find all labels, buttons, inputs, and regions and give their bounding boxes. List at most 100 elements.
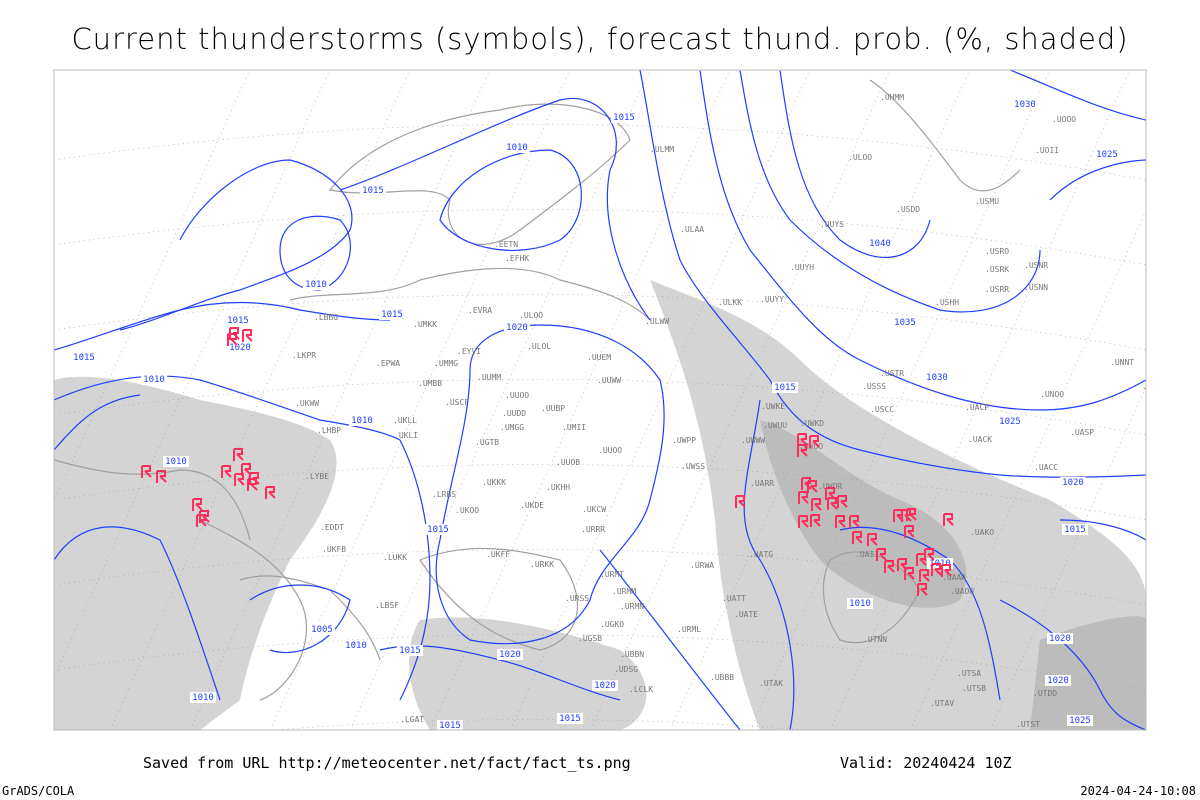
station-label: .UACP: [965, 403, 989, 412]
station-label: .ULWW: [645, 317, 669, 326]
isobar-label: 1010: [143, 375, 165, 385]
station-label: .LHBP: [317, 426, 341, 435]
isobar-label: 1010: [506, 143, 528, 153]
meridian-line: [429, 70, 731, 730]
probability-shade-area: [409, 617, 647, 730]
thunderstorm-icon: [798, 491, 809, 504]
isobar-label: 1010: [165, 457, 187, 467]
isobar-label-bg: [1094, 149, 1120, 160]
thunderstorm-icon: [876, 548, 887, 561]
meridian-line: [54, 70, 331, 678]
isobar-label: 1015: [399, 646, 421, 656]
thunderstorm-icon: [156, 470, 167, 483]
isobar-label-bg: [1045, 675, 1071, 686]
coastline: [419, 547, 578, 651]
thunderstorm-icon: [941, 564, 952, 577]
isobar-label: 1040: [869, 239, 891, 249]
thunderstorm-icon: [141, 465, 152, 478]
isobar-label-bg: [867, 238, 893, 249]
station-label: .EPWA: [376, 359, 400, 368]
station-label: .UGSB: [578, 634, 602, 643]
isobar-line: [249, 584, 351, 654]
station-label: .UUWW: [597, 376, 621, 385]
isobar-label-bg: [504, 322, 530, 333]
station-label: .URSS: [565, 594, 589, 603]
saved-from-url: Saved from URL http://meteocenter.net/fa…: [143, 754, 631, 772]
meridian-line: [989, 386, 1146, 730]
thunderstorm-icon: [837, 495, 848, 508]
isobar-label: 1015: [73, 353, 95, 363]
station-label: .EFHK: [505, 254, 529, 263]
station-label: .UACC: [1034, 463, 1058, 472]
station-label: .UWOO: [799, 442, 823, 451]
station-label: .UAKO: [970, 528, 994, 537]
station-label: .UTST: [1016, 720, 1040, 729]
coastline: [328, 103, 631, 246]
station-label: .URMN: [620, 602, 644, 611]
station-label: .UTDD: [1033, 689, 1057, 698]
station-label: .UTAK: [759, 679, 783, 688]
meridian-line: [189, 70, 491, 730]
station-label: .URWA: [690, 561, 714, 570]
isobar-label-bg: [772, 382, 798, 393]
isobar-label: 1010: [351, 416, 373, 426]
isobar-label: 1025: [1096, 150, 1118, 160]
isobar-label: 1015: [774, 383, 796, 393]
station-label: .UTSB: [962, 684, 986, 693]
station-label: .UWOR: [818, 482, 842, 491]
station-label: .UUBP: [541, 404, 565, 413]
station-label: .UDSG: [614, 665, 638, 674]
station-label: .UWKE: [761, 402, 785, 411]
isobar-label-bg: [303, 279, 329, 290]
software-credit: GrADS/COLA: [2, 784, 75, 798]
station-label: .UACK: [968, 435, 992, 444]
station-label: .EYVI: [457, 347, 481, 356]
thunderstorm-icon: [735, 495, 746, 508]
thunderstorm-icon: [234, 473, 245, 486]
thunderstorm-icon: [919, 569, 930, 582]
station-label: .UAII: [855, 550, 879, 559]
isobar-label-bg: [225, 315, 251, 326]
station-label: .LKPR: [292, 351, 316, 360]
isobar-line: [1059, 519, 1146, 541]
station-label: .UUOO: [505, 391, 529, 400]
station-label: .UOII: [1035, 146, 1059, 155]
station-label: .LGAT: [400, 715, 424, 724]
isobar-label: 1020: [499, 650, 521, 660]
isobar-label-bg: [437, 720, 463, 730]
thunderstorm-icon: [810, 514, 821, 527]
isobar-label-bg: [343, 640, 369, 651]
isobar-label-bg: [504, 142, 530, 153]
station-label: .UGTB: [475, 438, 499, 447]
station-label: .UKWW: [295, 399, 319, 408]
station-label: .UARR: [750, 479, 774, 488]
station-label: .UUYH: [790, 263, 814, 272]
meridian-line: [349, 70, 651, 730]
isobar-line: [439, 149, 582, 251]
station-label: .UNOO: [1040, 390, 1064, 399]
station-label: .USSS: [862, 382, 886, 391]
isobar-line: [54, 526, 221, 701]
isobar-label: 1005: [311, 625, 333, 635]
thunderstorm-icon: [917, 583, 928, 596]
station-label: .USCC: [870, 405, 894, 414]
isobar-line: [639, 70, 1146, 478]
thunderstorm-icon: [904, 567, 915, 580]
station-label: .ULOL: [527, 342, 551, 351]
isobar-label: 1015: [613, 113, 635, 123]
station-label: .UUDD: [502, 409, 526, 418]
station-label: .EETN: [494, 240, 518, 249]
thunderstorm-icon: [265, 486, 276, 499]
station-label: .LBSF: [375, 601, 399, 610]
probability-shade-area: [760, 420, 967, 608]
station-label: .URMT: [600, 570, 624, 579]
coastlines-borders: [54, 79, 1021, 701]
thunderstorm-icon: [811, 498, 822, 511]
station-label: .USDD: [896, 205, 920, 214]
isobar-label: 1015: [427, 525, 449, 535]
parallel-line: [54, 294, 1146, 351]
isobar-label: 1015: [439, 721, 461, 731]
thunderstorm-icon: [199, 510, 210, 523]
station-label: .UUYS: [820, 220, 844, 229]
